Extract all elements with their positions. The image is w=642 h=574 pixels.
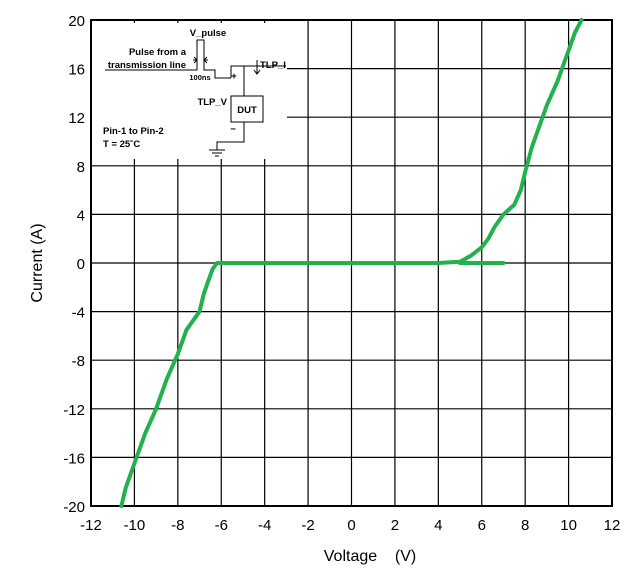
y-tick-label: -4 bbox=[72, 305, 85, 322]
y-tick-label: -12 bbox=[63, 402, 85, 419]
y-tick-label: 8 bbox=[77, 159, 85, 176]
y-tick-label: -8 bbox=[72, 353, 85, 370]
minus-sign: − bbox=[230, 124, 236, 135]
y-axis-title: Current (A) bbox=[29, 223, 46, 302]
y-tick-label: 20 bbox=[68, 13, 85, 30]
tlp-circuit-inset: V_pulse Pulse from a transmission line 1… bbox=[103, 28, 286, 157]
pulse-line1-label: Pulse from a bbox=[129, 47, 187, 58]
tlp-v-label: TLP_V bbox=[197, 97, 227, 108]
x-tick-label: 10 bbox=[560, 517, 577, 534]
x-axis-title: Voltage (V) bbox=[324, 548, 417, 565]
x-tick-label: -4 bbox=[258, 517, 271, 534]
y-tick-label: 16 bbox=[68, 62, 85, 79]
x-tick-label: 12 bbox=[604, 517, 621, 534]
y-tick-label: -20 bbox=[63, 499, 85, 516]
inset-background bbox=[91, 23, 287, 159]
x-tick-label: 8 bbox=[521, 517, 529, 534]
dut-bottom-wire bbox=[216, 122, 245, 150]
dut-label: DUT bbox=[237, 105, 257, 116]
pulse-line2-label: transmission line bbox=[108, 60, 186, 71]
tick-labels: -12 -10 -8 -6 -4 -2 0 2 4 6 8 10 12201612840-4-8-12-… bbox=[63, 13, 620, 534]
tlp-i-arrow bbox=[253, 60, 261, 75]
x-tick-label: -6 bbox=[215, 517, 228, 534]
plus-sign: + bbox=[231, 71, 237, 82]
pulse-width-marker bbox=[193, 56, 208, 64]
x-tick-label: -10 bbox=[124, 517, 146, 534]
tlp-i-label: TLP_I bbox=[260, 60, 286, 71]
x-tick-label: 0 bbox=[347, 517, 355, 534]
y-tick-label: 0 bbox=[77, 256, 85, 273]
plot-frame bbox=[90, 19, 613, 507]
y-tick-label: -16 bbox=[63, 450, 85, 467]
x-tick-label: 6 bbox=[478, 517, 486, 534]
dut-box bbox=[230, 95, 264, 123]
ground-symbol bbox=[209, 149, 225, 157]
y-tick-label: 12 bbox=[68, 110, 85, 127]
x-tick-label: -2 bbox=[301, 517, 314, 534]
v-pulse-label: V_pulse bbox=[190, 28, 226, 39]
x-tick-label: -12 bbox=[80, 517, 102, 534]
pulse-waveform bbox=[105, 39, 231, 79]
temperature-label: T = 25˚C bbox=[103, 139, 140, 150]
pulse-width-label: 100ns bbox=[189, 73, 210, 82]
series-group bbox=[119, 18, 584, 508]
x-tick-label: 4 bbox=[434, 517, 442, 534]
y-tick-label: 4 bbox=[77, 207, 85, 224]
pin-label: Pin-1 to Pin-2 bbox=[103, 126, 164, 137]
x-tick-label: 2 bbox=[391, 517, 399, 534]
top-wire bbox=[230, 65, 286, 78]
iv-series-line bbox=[119, 18, 584, 508]
x-tick-label: -8 bbox=[171, 517, 184, 534]
